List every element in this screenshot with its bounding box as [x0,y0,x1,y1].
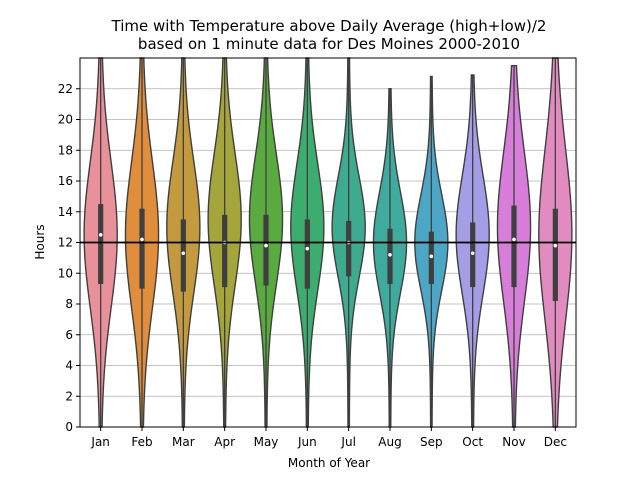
chart-title-line2: based on 1 minute data for Des Moines 20… [138,35,520,53]
x-tick-label: Dec [544,435,567,449]
x-tick-label: Apr [214,435,235,449]
x-tick-label: Feb [131,435,152,449]
violin-box [346,220,352,277]
y-tick-label: 6 [65,328,73,342]
violin-box [222,214,228,288]
violin-median [264,243,268,248]
violin-median [470,251,475,256]
y-tick-label: 0 [65,420,73,434]
violin-box [552,208,558,301]
violin-median [388,253,392,257]
violin-box [511,205,517,288]
x-tick-label: Nov [502,435,525,449]
x-tick-label: Oct [462,435,483,449]
y-tick-label: 16 [58,174,73,188]
y-axis-ticks: 0 2 4 6 8 10 12 14 16 18 20 22 [58,82,80,434]
violin-box [139,208,145,289]
chart-title-line1: Time with Temperature above Daily Averag… [111,17,547,35]
violin-median [429,254,434,259]
violin-aug [372,88,408,428]
violin-sep [414,75,449,428]
x-axis-label: Month of Year [288,456,370,470]
x-tick-label: Jan [90,435,110,449]
y-tick-label: 2 [65,389,73,403]
violin-box [98,204,104,285]
violin-layer [83,57,573,428]
violin-median [98,233,103,237]
y-tick-label: 8 [65,297,73,311]
x-tick-label: Mar [172,435,195,449]
violin-median [181,251,186,256]
violin-median [553,243,558,248]
violin-box [304,219,310,289]
y-tick-label: 22 [58,82,73,96]
x-tick-label: Jul [340,435,355,449]
violin-median [140,237,144,242]
violin-median [512,237,516,242]
grid-layer [80,88,576,428]
x-tick-label: Aug [378,435,401,449]
y-tick-label: 12 [58,236,73,250]
violin-median [305,246,310,251]
x-tick-label: Jun [297,435,317,449]
y-tick-label: 20 [58,113,73,127]
y-tick-label: 18 [58,143,73,157]
y-tick-label: 10 [58,266,73,280]
violin-box [180,219,186,292]
violin-box [263,214,269,286]
x-tick-label: May [254,435,279,449]
y-tick-label: 14 [58,205,73,219]
y-tick-label: 4 [65,359,73,373]
violin-nov [496,64,532,428]
x-axis-ticks: Jan Feb Mar Apr May Jun Jul Aug Sep Oct Nov Dec [90,427,567,449]
y-axis-label: Hours [33,224,47,259]
x-tick-label: Sep [420,435,443,449]
violin-oct [455,74,490,428]
